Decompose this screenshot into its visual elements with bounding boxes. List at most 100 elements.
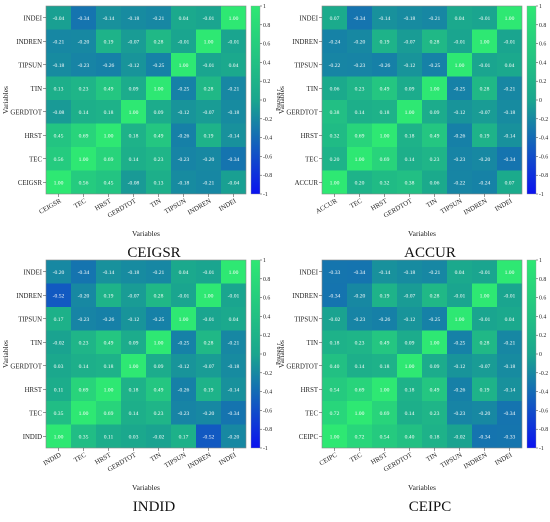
heatmap-cell <box>497 307 522 331</box>
plot-frame <box>45 259 247 449</box>
cell-value-label: 0.17 <box>54 317 64 323</box>
heatmap-cell <box>196 29 221 53</box>
cell-value-label: -0.01 <box>454 293 466 299</box>
heatmap-cell <box>121 29 146 53</box>
x-tick-label: GERDTOT <box>107 451 139 473</box>
heatmap-cell <box>71 123 96 147</box>
x-axis-label: Variables <box>408 229 436 238</box>
cell-value-label: 1.00 <box>355 157 365 163</box>
heatmap-cell <box>96 6 121 30</box>
y-axis-label: Variables <box>1 340 10 368</box>
y-tick-label: HRST <box>25 133 43 140</box>
heatmap-cell <box>472 307 497 331</box>
x-tick-label: HRST <box>94 197 113 212</box>
x-tick-label: GERDTOT <box>383 197 415 219</box>
cell-value-label: -0.21 <box>504 86 516 92</box>
heatmap-cell <box>397 330 422 354</box>
cell-value-label: -0.22 <box>329 63 341 69</box>
heatmap-cell <box>221 53 246 77</box>
heatmap-cell <box>121 170 146 194</box>
x-tick-label: TIN <box>425 198 438 210</box>
heatmap-cell <box>196 377 221 401</box>
heatmap-cell <box>46 260 71 284</box>
y-tick-label: TIPSUN <box>18 62 42 69</box>
heatmap-cell <box>472 401 497 425</box>
cell-value-label: -0.34 <box>78 16 90 22</box>
cell-value-label: -0.23 <box>354 317 366 323</box>
x-tick-label: TEC <box>73 451 88 464</box>
cell-value-label: 0.23 <box>154 157 164 163</box>
cell-value-label: -0.02 <box>454 434 466 440</box>
cell-value-label: 0.56 <box>79 180 89 186</box>
cell-value-label: -0.34 <box>504 411 516 417</box>
cell-value-label: 1.00 <box>104 387 114 393</box>
cell-value-label: 0.28 <box>204 340 214 346</box>
heatmap-cell <box>497 53 522 77</box>
heatmap-cell <box>497 147 522 171</box>
heatmap-cell <box>71 53 96 77</box>
heatmap-cell <box>422 283 447 307</box>
heatmap-cell <box>472 170 497 194</box>
cell-value-label: -0.01 <box>454 39 466 45</box>
x-axis-label: Variables <box>132 483 160 492</box>
heatmap-cell <box>497 260 522 284</box>
heatmap-cell <box>121 147 146 171</box>
cell-value-label: 0.28 <box>204 86 214 92</box>
heatmap-cell <box>96 377 121 401</box>
colorbar-tick-label: -0.2 <box>263 371 272 377</box>
heatmap-cell <box>372 53 397 77</box>
cell-value-label: 0.07 <box>330 16 340 22</box>
colorbar-tick-label: -0.2 <box>539 117 548 123</box>
cell-value-label: -0.07 <box>404 39 416 45</box>
heatmap-cell <box>196 260 221 284</box>
y-tick-label: HRST <box>25 387 43 394</box>
x-tick-label: TIPSUN <box>439 452 463 470</box>
cell-value-label: 0.18 <box>430 434 440 440</box>
heatmap-cell <box>96 283 121 307</box>
heatmap-cell <box>96 424 121 448</box>
heatmap-cell <box>447 53 472 77</box>
cell-value-label: 0.54 <box>330 387 340 393</box>
heatmap-cell <box>497 354 522 378</box>
y-tick-label: TIN <box>31 86 42 93</box>
x-tick-label: INDREN <box>463 198 489 217</box>
x-tick-label: TIPSUN <box>439 198 463 216</box>
y-tick-label: GERDTOT <box>286 363 318 370</box>
heatmap-cell <box>422 307 447 331</box>
cell-value-label: -0.02 <box>329 317 341 323</box>
heatmap-cell <box>322 6 347 30</box>
heatmap-cell <box>121 330 146 354</box>
heatmap-cell <box>121 354 146 378</box>
heatmap-cell <box>146 76 171 100</box>
cell-value-label: 0.04 <box>179 16 189 22</box>
x-tick-label: TIPSUN <box>163 452 187 470</box>
cell-value-label: 0.49 <box>104 340 114 346</box>
cell-value-label: 0.28 <box>430 39 440 45</box>
cell-value-label: -0.23 <box>354 63 366 69</box>
heatmap-cell <box>397 401 422 425</box>
heatmap-cell <box>322 307 347 331</box>
cell-value-label: -0.18 <box>504 364 516 370</box>
heatmap-cell <box>146 100 171 124</box>
heatmap-cell <box>322 377 347 401</box>
heatmap-cell <box>171 29 196 53</box>
heatmap-cell <box>497 29 522 53</box>
y-tick-label: CEIPC <box>299 434 319 441</box>
heatmap-cell <box>347 307 372 331</box>
cell-value-label: -0.12 <box>128 63 140 69</box>
heatmap-cell <box>472 29 497 53</box>
cell-value-label: -0.18 <box>228 110 240 116</box>
cell-value-label: -0.12 <box>454 364 466 370</box>
cell-value-label: 0.17 <box>179 434 189 440</box>
heatmap-cell <box>472 377 497 401</box>
colorbar-tick-label: 0.8 <box>263 277 270 283</box>
cell-value-label: 0.09 <box>405 340 415 346</box>
heatmap-cell <box>96 123 121 147</box>
panel-title: INDID <box>133 499 176 515</box>
heatmap-panel-ceipc: -0.33 -0.34 -0.14 -0.18 -0.21 0.04 -0.01 1.00-0… <box>277 258 548 515</box>
colorbar-tick-label: 0.8 <box>539 23 546 29</box>
cell-value-label: 0.11 <box>104 434 114 440</box>
heatmap-cell <box>347 330 372 354</box>
cell-value-label: -0.01 <box>479 16 491 22</box>
heatmap-cell <box>71 424 96 448</box>
